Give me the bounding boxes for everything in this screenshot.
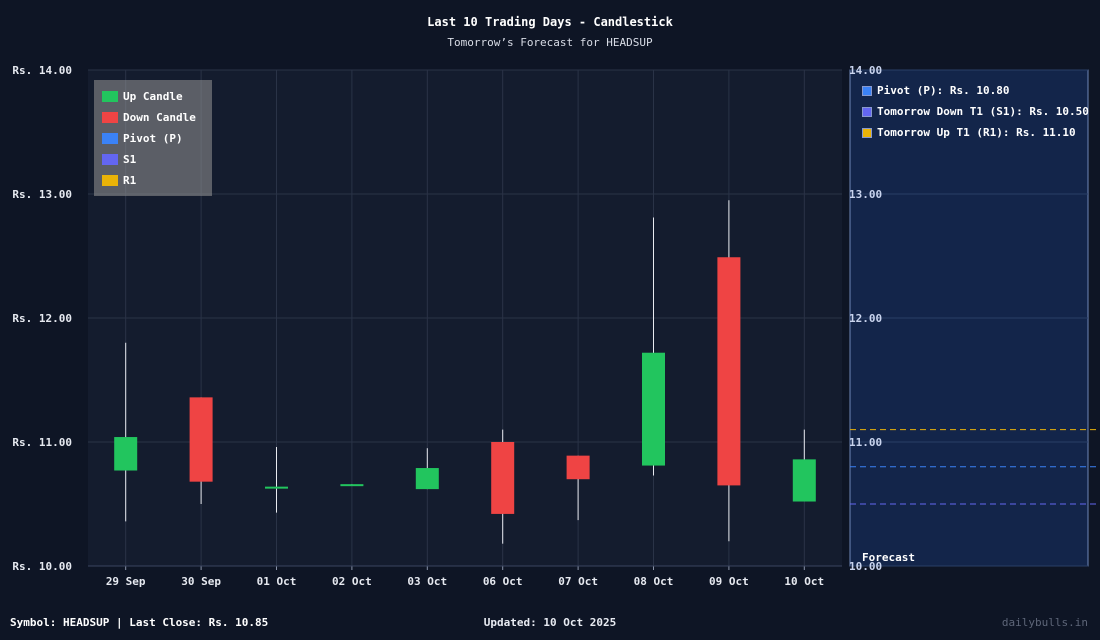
candle-body-down — [717, 257, 741, 486]
chart-title: Last 10 Trading Days - Candlestick — [427, 15, 673, 29]
legend-label: S1 — [123, 153, 137, 166]
forecast-legend-item-s1: Tomorrow Down T1 (S1): Rs. 10.50 — [862, 101, 1098, 122]
y-tick-label-right: 12.00 — [849, 312, 882, 325]
forecast-legend-item-r1: Tomorrow Up T1 (R1): Rs. 11.10 — [862, 122, 1098, 143]
chart-subtitle: Tomorrow’s Forecast for HEADSUP — [447, 36, 653, 49]
y-tick-label-right: 13.00 — [849, 188, 882, 201]
forecast-panel-label: Forecast — [862, 551, 915, 564]
candle-body-up — [340, 484, 364, 487]
footer-watermark: dailybulls.in — [1001, 616, 1088, 629]
legend-label: Pivot (P) — [123, 132, 183, 145]
x-tick-label: 09 Oct — [709, 575, 749, 588]
forecast-legend-label: Tomorrow Up T1 (R1): Rs. 11.10 — [877, 126, 1076, 139]
legend-swatch — [102, 133, 118, 144]
legend-swatch — [102, 175, 118, 186]
legend-swatch — [862, 85, 872, 96]
y-tick-label-left: Rs. 11.00 — [12, 436, 72, 449]
y-tick-label-left: Rs. 12.00 — [12, 312, 72, 325]
legend-item-pivot: Pivot (P) — [102, 128, 204, 149]
x-tick-label: 06 Oct — [483, 575, 523, 588]
legend-item-down: Down Candle — [102, 107, 204, 128]
legend-swatch — [102, 112, 118, 123]
candle-body-up — [415, 468, 439, 490]
candle-body-up — [792, 459, 816, 502]
x-tick-label: 10 Oct — [784, 575, 824, 588]
legend-swatch — [862, 127, 872, 138]
legend-swatch — [862, 106, 872, 117]
x-tick-label: 03 Oct — [407, 575, 447, 588]
x-tick-label: 01 Oct — [257, 575, 297, 588]
x-tick-label: 08 Oct — [634, 575, 674, 588]
legend-item-s1: S1 — [102, 149, 204, 170]
forecast-legend-label: Pivot (P): Rs. 10.80 — [877, 84, 1010, 97]
x-tick-label: 07 Oct — [558, 575, 598, 588]
legend-label: R1 — [123, 174, 137, 187]
forecast-legend-item-pivot: Pivot (P): Rs. 10.80 — [862, 80, 1098, 101]
legend-item-up: Up Candle — [102, 86, 204, 107]
forecast-legend: Pivot (P): Rs. 10.80 Tomorrow Down T1 (S… — [862, 80, 1098, 143]
y-tick-label-right: 10.00 — [849, 560, 882, 573]
x-tick-label: 02 Oct — [332, 575, 372, 588]
legend-swatch — [102, 91, 118, 102]
y-tick-label-left: Rs. 10.00 — [12, 560, 72, 573]
y-tick-label-right: 14.00 — [849, 64, 882, 77]
legend-label: Up Candle — [123, 90, 183, 103]
y-tick-label-right: 11.00 — [849, 436, 882, 449]
chart-legend: Up Candle Down Candle Pivot (P) S1 R1 — [94, 80, 212, 196]
legend-item-r1: R1 — [102, 170, 204, 191]
y-tick-label-left: Rs. 13.00 — [12, 188, 72, 201]
footer-updated: Updated: 10 Oct 2025 — [483, 616, 617, 629]
footer-symbol-info: Symbol: HEADSUP | Last Close: Rs. 10.85 — [10, 616, 269, 629]
legend-swatch — [102, 154, 118, 165]
y-tick-label-left: Rs. 14.00 — [12, 64, 72, 77]
candle-body-down — [491, 442, 515, 514]
candle-body-up — [114, 437, 138, 471]
x-tick-label: 29 Sep — [106, 575, 146, 588]
forecast-legend-label: Tomorrow Down T1 (S1): Rs. 10.50 — [877, 105, 1089, 118]
legend-label: Down Candle — [123, 111, 196, 124]
x-tick-label: 30 Sep — [181, 575, 221, 588]
candle-body-up — [642, 352, 665, 466]
candle-body-down — [189, 397, 213, 482]
candle-body-up — [265, 486, 288, 489]
candle-body-down — [566, 455, 590, 480]
